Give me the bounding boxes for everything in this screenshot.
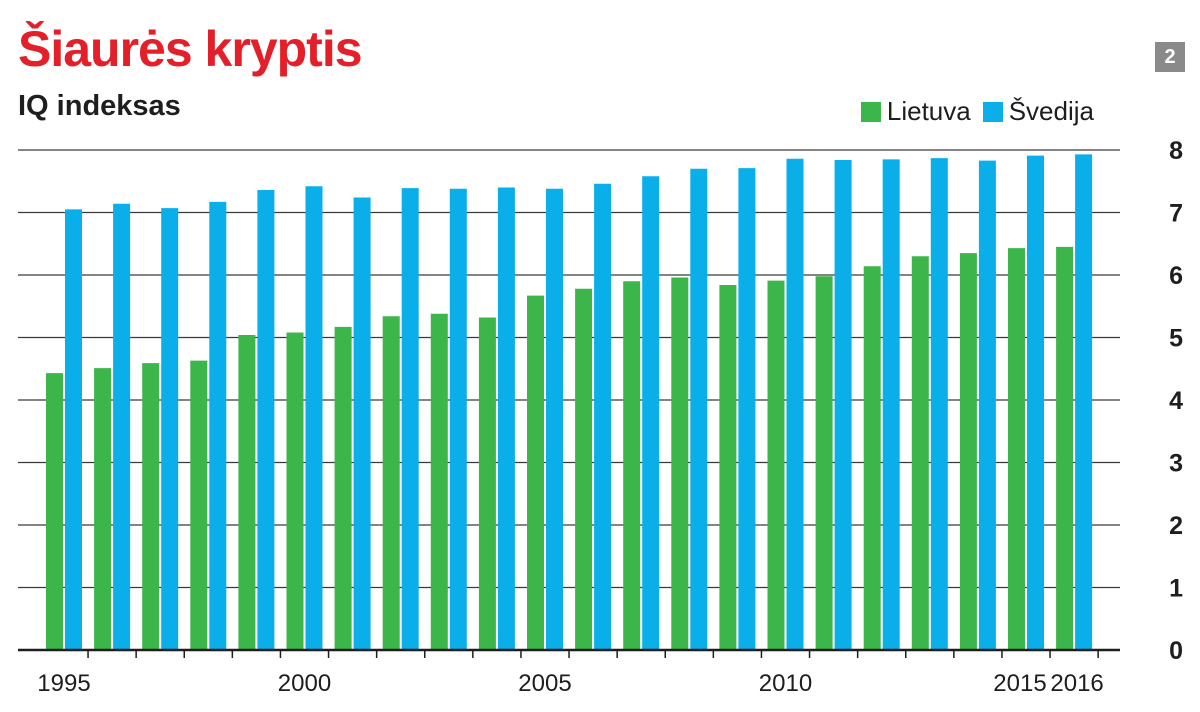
bar-svedija-2016 (1075, 154, 1093, 650)
bar-svedija-2008 (690, 168, 708, 650)
legend-label-svedija: Švedija (1008, 96, 1094, 126)
bar-svedija-2007 (642, 176, 660, 650)
bar-lietuva-1999 (238, 335, 256, 650)
x-tick-label-2015: 2015 (993, 670, 1046, 697)
y-tick-label-6: 6 (1169, 262, 1183, 290)
legend-swatch-lietuva (860, 101, 881, 122)
bar-lietuva-1995 (46, 373, 63, 650)
x-tick-label-1995: 1995 (37, 670, 90, 697)
bar-lietuva-2004 (478, 317, 496, 650)
bar-svedija-2014 (978, 160, 996, 650)
legend-swatch-svedija (982, 101, 1003, 122)
y-tick-label-5: 5 (1169, 325, 1183, 353)
bar-lietuva-2010 (767, 280, 785, 650)
bar-lietuva-1998 (190, 360, 208, 650)
y-tick-label-7: 7 (1169, 200, 1183, 228)
chart-subtitle: IQ indeksas (18, 90, 181, 122)
page-number-badge: 2 (1155, 42, 1185, 72)
bar-lietuva-2013 (911, 256, 929, 650)
bar-svedija-1997 (161, 208, 179, 650)
legend-item-svedija: Švedija (982, 96, 1094, 127)
bar-svedija-1998 (209, 201, 227, 650)
bar-lietuva-2011 (815, 276, 833, 650)
bar-svedija-2015 (1027, 155, 1044, 650)
bar-svedija-2005 (546, 188, 563, 650)
bar-svedija-2002 (401, 188, 419, 650)
chart-title: Šiaurės kryptis (18, 21, 363, 77)
bar-lietuva-2006 (575, 288, 593, 650)
y-tick-label-4: 4 (1169, 387, 1183, 415)
bar-lietuva-2005 (527, 295, 544, 650)
bar-svedija-2012 (882, 159, 900, 650)
y-tick-label-2: 2 (1169, 512, 1183, 540)
legend-item-lietuva: Lietuva (860, 96, 971, 127)
bar-lietuva-1997 (142, 363, 160, 650)
x-tick-label-2005: 2005 (518, 670, 571, 697)
bar-lietuva-2014 (959, 253, 977, 650)
y-tick-label-0: 0 (1169, 637, 1183, 665)
bar-lietuva-2015 (1008, 248, 1025, 650)
bar-lietuva-2003 (430, 313, 448, 650)
bar-lietuva-1996 (94, 368, 112, 650)
bar-svedija-2004 (497, 187, 515, 650)
bar-lietuva-2008 (671, 277, 689, 650)
bar-svedija-2013 (930, 158, 948, 650)
bar-svedija-2003 (449, 188, 467, 650)
bar-svedija-2006 (594, 183, 612, 650)
y-tick-label-3: 3 (1169, 450, 1183, 478)
x-tick-label-2000: 2000 (278, 670, 331, 697)
bar-svedija-2011 (834, 160, 852, 650)
bar-lietuva-2012 (863, 266, 881, 650)
bar-lietuva-2009 (719, 285, 737, 650)
bar-svedija-2001 (353, 197, 371, 650)
bar-lietuva-2016 (1056, 246, 1074, 650)
bar-lietuva-2002 (382, 316, 400, 650)
bar-svedija-2009 (738, 168, 756, 650)
bar-svedija-2000 (305, 186, 323, 650)
bar-svedija-1996 (113, 203, 131, 650)
bar-svedija-2010 (786, 158, 804, 650)
chart-legend: Lietuva Švedija (849, 96, 1094, 127)
y-tick-label-1: 1 (1169, 575, 1183, 603)
x-tick-label-2016: 2016 (1050, 670, 1103, 697)
bar-lietuva-2000 (286, 332, 304, 650)
y-tick-label-8: 8 (1169, 137, 1183, 165)
bar-lietuva-2001 (334, 326, 352, 650)
legend-label-lietuva: Lietuva (886, 96, 971, 126)
bar-svedija-1995 (65, 209, 82, 650)
x-tick-label-2010: 2010 (759, 670, 812, 697)
bar-svedija-1999 (257, 190, 275, 650)
bar-lietuva-2007 (623, 281, 641, 650)
